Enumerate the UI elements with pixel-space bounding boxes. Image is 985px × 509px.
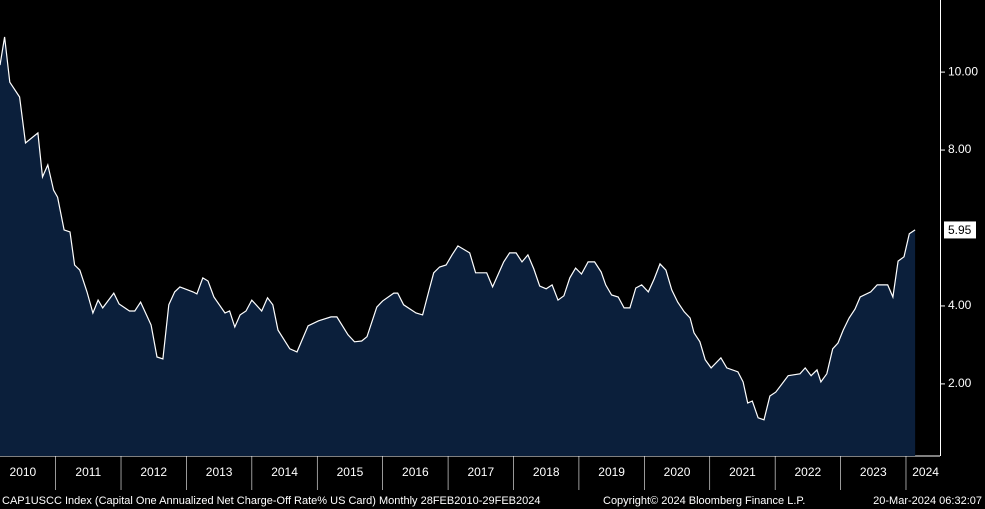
x-tick-label: 2022 <box>795 465 822 479</box>
x-tick-label: 2023 <box>860 465 887 479</box>
y-tick-label: 2.00 <box>948 376 972 390</box>
x-tick-label: 2024 <box>912 465 939 479</box>
footer-copyright: Copyright© 2024 Bloomberg Finance L.P. <box>603 495 805 507</box>
x-tick-label: 2011 <box>75 465 101 479</box>
x-tick-label: 2018 <box>533 465 560 479</box>
y-tick-label: 8.00 <box>948 142 972 156</box>
x-tick-label: 2013 <box>206 465 233 479</box>
footer-date: 20-Mar-2024 06:32:07 <box>873 495 982 507</box>
x-tick-label: 2020 <box>664 465 691 479</box>
last-value-box <box>944 221 976 239</box>
x-tick-label: 2010 <box>10 465 37 479</box>
footer-left: CAP1USCC Index (Capital One Annualized N… <box>2 495 540 507</box>
y-tick-label: 4.00 <box>948 298 972 312</box>
x-tick-label: 2014 <box>271 465 298 479</box>
y-tick-label: 10.00 <box>948 64 978 78</box>
x-tick-label: 2021 <box>729 465 756 479</box>
x-tick-label: 2016 <box>402 465 429 479</box>
x-axis-band <box>0 456 940 490</box>
x-tick-label: 2019 <box>598 465 625 479</box>
line <box>0 36 916 421</box>
x-tick-label: 2017 <box>467 465 494 479</box>
x-tick-label: 2015 <box>337 465 364 479</box>
x-tick-label: 2012 <box>140 465 167 479</box>
last-value-label: 5.95 <box>948 223 972 237</box>
